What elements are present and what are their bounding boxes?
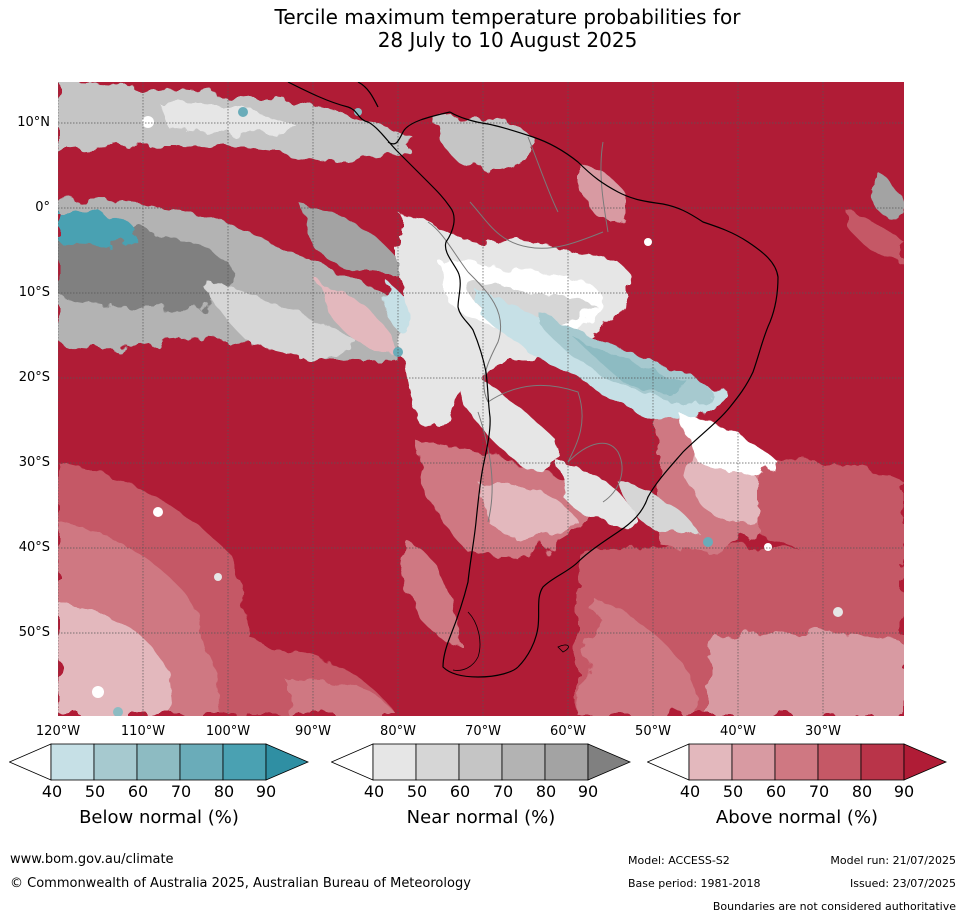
below-normal-title: Below normal (%): [79, 807, 239, 828]
below-lower-triangle: [9, 743, 52, 781]
below-tick-80: 80: [213, 782, 235, 801]
near-normal-title: Near normal (%): [406, 807, 556, 828]
map-title-line2: 28 July to 10 August 2025: [377, 28, 638, 52]
near-normal-colorbar: [331, 743, 631, 781]
above-color-box: [860, 743, 905, 781]
near-color-box: [415, 743, 460, 781]
below-tick-60: 60: [127, 782, 149, 801]
below-tick-50: 50: [84, 782, 106, 801]
lat-label-20s: 20°S: [18, 370, 50, 385]
lat-label-40s: 40°S: [18, 540, 50, 555]
lat-label-0: 0°: [35, 200, 50, 215]
country-borders: [427, 136, 623, 523]
above-color-box: [774, 743, 819, 781]
lat-label-10n: 10°N: [17, 115, 50, 130]
model-run-date: Model run: 21/07/2025: [830, 854, 956, 867]
below-color-box: [136, 743, 181, 781]
near-upper-triangle: [587, 743, 631, 781]
below-color-box: [50, 743, 95, 781]
lon-label-60w: 60°W: [550, 724, 586, 739]
boundaries-disclaimer: Boundaries are not considered authoritat…: [712, 900, 956, 913]
near-tick-70: 70: [492, 782, 514, 801]
graticule: [58, 82, 904, 716]
probability-patches: [58, 82, 904, 716]
lon-label-90w: 90°W: [295, 724, 331, 739]
above-tick-70: 70: [808, 782, 830, 801]
above-tick-80: 80: [851, 782, 873, 801]
near-tick-60: 60: [449, 782, 471, 801]
near-tick-80: 80: [535, 782, 557, 801]
above-lower-triangle: [647, 743, 690, 781]
near-color-box: [544, 743, 589, 781]
issued-date: Issued: 23/07/2025: [849, 877, 956, 890]
lon-label-100w: 100°W: [205, 724, 251, 739]
map-title-line1: Tercile maximum temperature probabilitie…: [274, 5, 741, 29]
above-color-box: [731, 743, 776, 781]
website-link[interactable]: www.bom.gov.au/climate: [10, 852, 174, 867]
speckles: [92, 107, 843, 716]
above-color-box: [817, 743, 862, 781]
near-color-box: [501, 743, 546, 781]
lon-label-120w: 120°W: [35, 724, 81, 739]
above-upper-triangle: [903, 743, 947, 781]
near-color-box: [372, 743, 417, 781]
below-tick-90: 90: [255, 782, 277, 801]
lat-label-50s: 50°S: [18, 625, 50, 640]
below-tick-40: 40: [41, 782, 63, 801]
probability-map: [58, 82, 904, 716]
base-period: Base period: 1981-2018: [628, 877, 761, 890]
below-color-box: [222, 743, 267, 781]
below-upper-triangle: [265, 743, 309, 781]
above-tick-90: 90: [893, 782, 915, 801]
lon-label-30w: 30°W: [805, 724, 841, 739]
lon-label-50w: 50°W: [635, 724, 671, 739]
lat-label-10s: 10°S: [18, 285, 50, 300]
lon-label-40w: 40°W: [720, 724, 756, 739]
lon-label-110w: 110°W: [120, 724, 166, 739]
above-color-box: [688, 743, 733, 781]
above-tick-40: 40: [679, 782, 701, 801]
near-lower-triangle: [331, 743, 374, 781]
near-color-box: [458, 743, 503, 781]
lon-label-70w: 70°W: [465, 724, 501, 739]
lat-label-30s: 30°S: [18, 455, 50, 470]
near-tick-90: 90: [577, 782, 599, 801]
near-tick-50: 50: [406, 782, 428, 801]
above-tick-60: 60: [765, 782, 787, 801]
coastline: [287, 82, 779, 678]
below-color-box: [93, 743, 138, 781]
copyright-text: © Commonwealth of Australia 2025, Austra…: [10, 876, 471, 891]
above-tick-50: 50: [722, 782, 744, 801]
near-tick-40: 40: [363, 782, 385, 801]
model-name: Model: ACCESS-S2: [628, 854, 730, 867]
below-tick-70: 70: [170, 782, 192, 801]
below-normal-colorbar: [9, 743, 309, 781]
above-normal-title: Above normal (%): [715, 807, 879, 828]
lon-label-80w: 80°W: [380, 724, 416, 739]
below-color-box: [179, 743, 224, 781]
above-normal-colorbar: [647, 743, 947, 781]
